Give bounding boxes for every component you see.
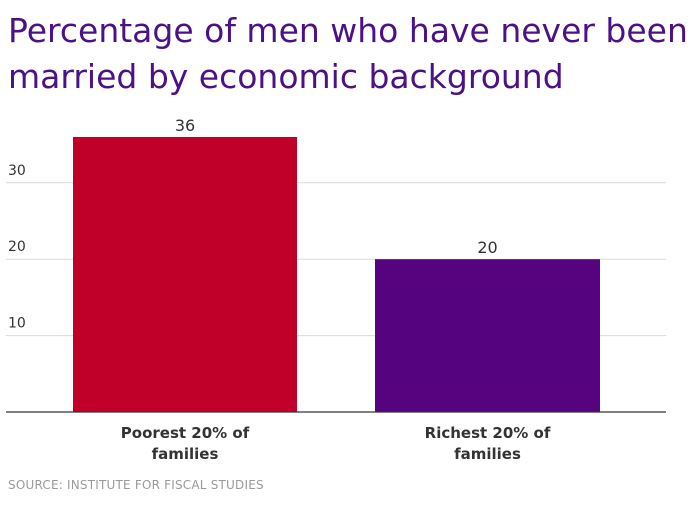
data-label: 36 xyxy=(175,116,195,135)
y-tick-label: 30 xyxy=(8,163,26,179)
y-tick-label: 20 xyxy=(8,239,26,255)
x-tick-label: families xyxy=(152,445,219,463)
x-tick-label: Richest 20% of xyxy=(425,424,551,442)
x-tick-label: families xyxy=(454,445,521,463)
x-tick-label: Poorest 20% of xyxy=(121,424,250,442)
data-label: 20 xyxy=(477,238,497,257)
source-note: SOURCE: INSTITUTE FOR FISCAL STUDIES xyxy=(8,478,264,492)
y-tick-label: 10 xyxy=(8,316,26,332)
bar xyxy=(375,259,600,412)
chart-title: Percentage of men who have never been ma… xyxy=(8,11,688,96)
bar xyxy=(73,136,297,412)
